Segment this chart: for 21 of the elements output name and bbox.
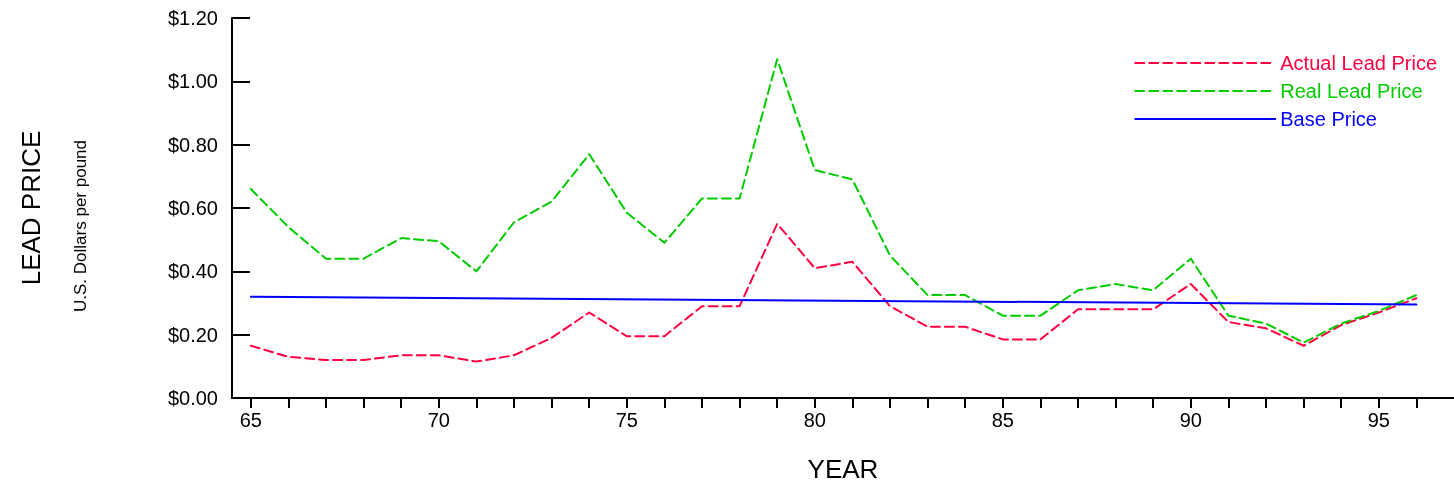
text: Real Lead Price [1280, 80, 1423, 102]
text: Base Price [1280, 108, 1377, 130]
y-tick-label: $0.00 [167, 387, 218, 409]
text: U.S. Dollars per pound [71, 139, 90, 312]
y-tick-label: $0.20 [167, 323, 218, 346]
y-tick-label: $1.00 [167, 70, 218, 93]
y-tick-label: $1.20 [167, 7, 218, 29]
x-tick-label: 70 [427, 409, 450, 431]
text: Actual Lead Price [1280, 52, 1438, 74]
x-tick-label: 65 [239, 409, 262, 431]
y-tick-label: $0.40 [167, 260, 218, 283]
y-tick-label: $0.60 [167, 197, 218, 219]
y-axis-title: LEAD PRICE [16, 130, 46, 286]
line-series [249, 222, 1418, 363]
x-tick-label: 75 [615, 409, 638, 431]
x-tick-label: 80 [803, 409, 826, 431]
y-tick-label: $0.80 [167, 133, 218, 156]
x-axis-title: YEAR [807, 454, 879, 484]
x-tick-label: 90 [1179, 409, 1202, 431]
x-tick-label: 85 [991, 409, 1014, 431]
x-tick-label: 95 [1367, 409, 1390, 431]
